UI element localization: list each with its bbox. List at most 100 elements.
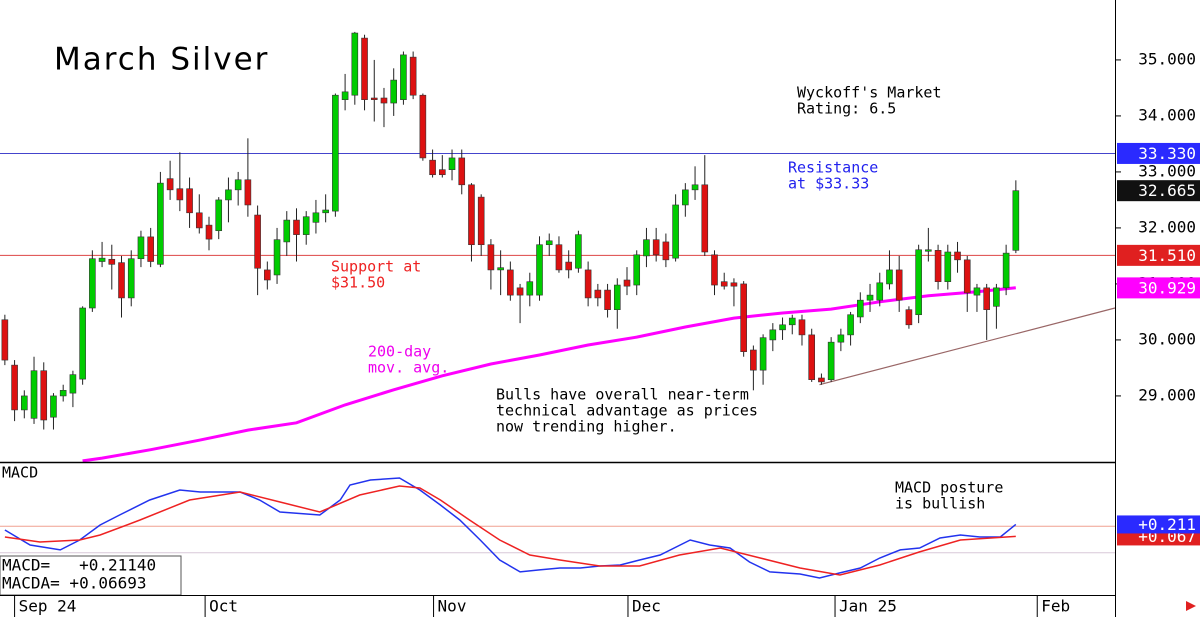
price-badge [1117,244,1200,266]
candle-body [439,169,446,176]
annotation: is bullish [895,495,985,513]
panel-title: MACD [2,464,38,482]
candle-body [380,97,388,104]
candle-body [11,364,18,411]
candle-body [604,289,611,310]
candle-body [264,269,271,281]
candle-body [370,97,378,100]
annotation: now trending higher. [496,418,677,436]
candle-body [847,314,854,336]
y-tick-label: 30.000 [1138,329,1196,348]
candle-body [468,184,475,246]
candle-body [944,251,952,282]
plot-layer: 29.00030.00031.00032.00033.00034.00035.0… [0,31,1200,617]
candle-body [225,189,232,201]
candle-body [526,281,534,296]
candle-body [302,216,310,235]
scroll-arrow[interactable] [1186,601,1196,611]
candle-body [293,219,300,235]
candle-body [983,287,990,310]
readout-line: MACDA= +0.06693 [2,574,147,593]
annotation: technical advantage as prices [496,402,758,420]
candle-body [89,258,96,309]
candle-body [837,334,845,343]
candle-body [818,377,825,383]
macd-line [4,477,1017,579]
candle-body [857,299,864,318]
candle-body [545,240,553,246]
candle-body [682,189,689,206]
candle-body [633,254,641,286]
candle-body [691,184,699,191]
candle-body [895,269,903,301]
candle-body [701,184,709,253]
chart-title: March Silver [54,42,269,78]
candle-body [1002,252,1010,289]
readout-line: MACD= +0.21140 [2,556,156,575]
x-tick-label: Nov [438,597,467,616]
candle-body [1,319,9,361]
candle-body [215,199,223,232]
annotation: Support at [331,258,421,276]
candle-body [400,54,407,100]
candle-body [273,239,281,276]
candle-body [808,334,816,380]
candle-body [234,179,242,191]
y-tick-label: 29.000 [1138,385,1196,404]
candle-body [458,157,466,186]
candle-body [652,239,660,256]
candle-body [322,209,329,214]
candle-body [672,204,679,259]
candle-body [565,261,572,271]
candle-body [79,307,86,380]
candle-body [720,281,728,287]
price-badge-label: +0.211 [1138,515,1196,534]
candle-body [21,395,28,411]
candle-body [448,157,456,170]
price-badge [1117,515,1200,534]
candle-body [662,241,670,261]
candle-body [584,269,592,299]
annotation: MACD posture [895,479,1003,497]
y-tick-label: 35.000 [1138,49,1196,68]
annotation: Resistance [788,159,878,177]
x-tick-label: Jan 25 [839,597,897,616]
candle-body [876,282,884,301]
candle-body [905,309,913,326]
candle-body [98,257,106,262]
candle-body [594,289,602,299]
x-tick-label: Dec [632,597,661,616]
annotation: Wyckoff's Market [797,84,942,102]
candle-body [283,219,291,243]
y-tick-label: 32.000 [1138,217,1196,236]
candle-body [798,319,806,336]
candle-body [312,212,320,223]
candle-body [963,259,971,294]
price-badge [1117,277,1200,299]
candle-body [575,234,582,269]
candle-body [886,269,893,285]
y-tick-label: 34.000 [1138,105,1196,124]
candle-body [866,294,874,301]
candle-body [341,91,349,100]
candle-body [30,370,38,419]
candle-body [507,269,514,296]
candle-body [536,244,543,296]
candle-body [419,94,427,159]
annotation: mov. avg. [368,359,449,377]
candle-body [108,258,116,265]
candle-body [332,94,339,212]
candle-body [487,244,495,271]
annotation: at $33.33 [788,175,869,193]
candle-body [788,317,796,326]
candle-body [147,236,154,262]
x-tick-label: Feb [1041,597,1070,616]
candle-body [915,249,922,316]
price-badge-label: 33.330 [1138,144,1196,163]
candle-body [176,188,184,201]
candle-body [730,282,738,287]
candle-body [643,239,650,257]
candle-body [127,258,135,299]
candle-body [827,341,835,380]
